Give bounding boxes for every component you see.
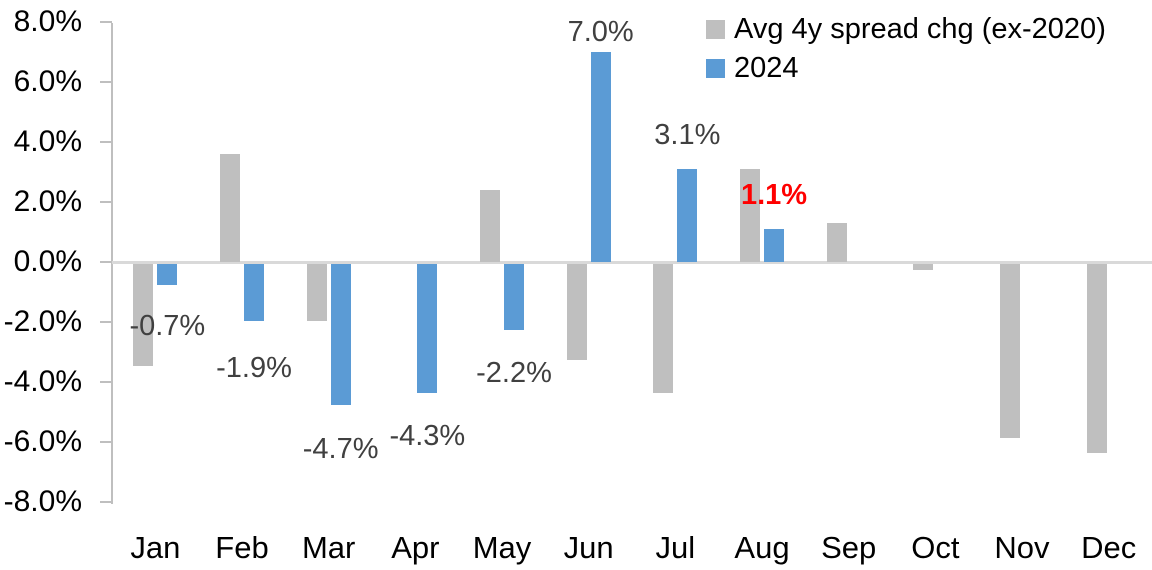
y-axis-tick-mark xyxy=(100,261,112,263)
legend-label-avg-series: Avg 4y spread chg (ex-2020) xyxy=(734,13,1106,45)
bar-avg-4y-spread-chg-ex-2020--may xyxy=(480,190,500,262)
y-axis-tick-label: 2.0% xyxy=(13,185,82,218)
bar-avg-4y-spread-chg-ex-2020--sep xyxy=(826,223,847,262)
x-axis-label-feb: Feb xyxy=(215,530,269,565)
data-label-aug: 1.1% xyxy=(740,179,808,211)
y-axis-tick-label: 6.0% xyxy=(13,65,82,98)
bar-2024-jan xyxy=(157,264,178,285)
data-label-may: -2.2% xyxy=(476,357,552,389)
bar-2024-jul xyxy=(677,169,698,262)
y-axis-tick-mark xyxy=(100,321,112,323)
bar-2024-aug xyxy=(764,229,784,262)
y-axis-tick-label: 0.0% xyxy=(13,245,82,278)
data-label-apr: -4.3% xyxy=(389,420,466,452)
data-label-jun: 7.0% xyxy=(567,16,634,48)
y-axis-tick-label: 8.0% xyxy=(13,5,82,38)
legend-swatch-blue-icon xyxy=(706,59,725,78)
data-label-jul: 3.1% xyxy=(654,119,721,151)
y-axis-tick-mark xyxy=(100,441,112,443)
x-axis-label-oct: Oct xyxy=(911,530,960,565)
bar-avg-4y-spread-chg-ex-2020--jun xyxy=(566,264,587,360)
y-axis-tick-mark xyxy=(100,141,112,143)
bar-avg-4y-spread-chg-ex-2020--jul xyxy=(653,264,674,393)
legend: Avg 4y spread chg (ex-2020) 2024 xyxy=(706,10,1106,88)
x-axis-label-dec: Dec xyxy=(1081,530,1137,565)
bar-avg-4y-spread-chg-ex-2020--feb xyxy=(220,154,240,262)
legend-item-2024-series: 2024 xyxy=(706,49,1106,88)
y-axis-tick-label: -4.0% xyxy=(3,365,82,398)
x-axis-label-sep: Sep xyxy=(821,530,877,565)
bar-avg-4y-spread-chg-ex-2020--jan xyxy=(133,264,154,366)
bar-2024-mar xyxy=(330,264,351,405)
bar-2024-apr xyxy=(417,264,438,393)
legend-label-2024-series: 2024 xyxy=(734,52,799,84)
bar-avg-4y-spread-chg-ex-2020--nov xyxy=(1000,264,1020,438)
y-axis-tick-mark xyxy=(100,501,112,503)
bar-avg-4y-spread-chg-ex-2020--dec xyxy=(1086,264,1107,453)
data-label-feb: -1.9% xyxy=(216,352,292,384)
x-axis-label-may: May xyxy=(472,530,532,565)
x-axis-label-mar: Mar xyxy=(301,530,356,565)
bar-avg-4y-spread-chg-ex-2020--aug xyxy=(740,169,760,262)
bar-2024-jun xyxy=(590,52,611,262)
zero-axis-line xyxy=(112,261,1152,264)
x-axis-label-jun: Jun xyxy=(563,530,614,565)
bar-2024-may xyxy=(504,264,524,330)
data-label-mar: -4.7% xyxy=(302,433,379,465)
bar-2024-feb xyxy=(244,264,264,321)
x-axis-label-aug: Aug xyxy=(734,530,790,565)
bar-avg-4y-spread-chg-ex-2020--oct xyxy=(913,264,934,270)
data-label-jan: -0.7% xyxy=(129,310,206,342)
y-axis-tick-label: -6.0% xyxy=(3,425,82,458)
y-axis-tick-label: -8.0% xyxy=(3,485,82,518)
legend-swatch-gray-icon xyxy=(706,20,725,39)
x-axis-label-jan: Jan xyxy=(130,530,181,565)
y-axis-tick-label: 4.0% xyxy=(13,125,82,158)
y-axis-tick-mark xyxy=(100,381,112,383)
x-axis-label-nov: Nov xyxy=(994,530,1050,565)
bar-avg-4y-spread-chg-ex-2020--mar xyxy=(306,264,327,321)
x-axis-label-apr: Apr xyxy=(391,530,440,565)
y-axis-tick-mark xyxy=(100,201,112,203)
y-axis-tick-label: -2.0% xyxy=(3,305,82,338)
y-axis-tick-mark xyxy=(100,21,112,23)
y-axis-tick-mark xyxy=(100,81,112,83)
x-axis-label-jul: Jul xyxy=(655,530,696,565)
legend-item-avg-series: Avg 4y spread chg (ex-2020) xyxy=(706,10,1106,49)
